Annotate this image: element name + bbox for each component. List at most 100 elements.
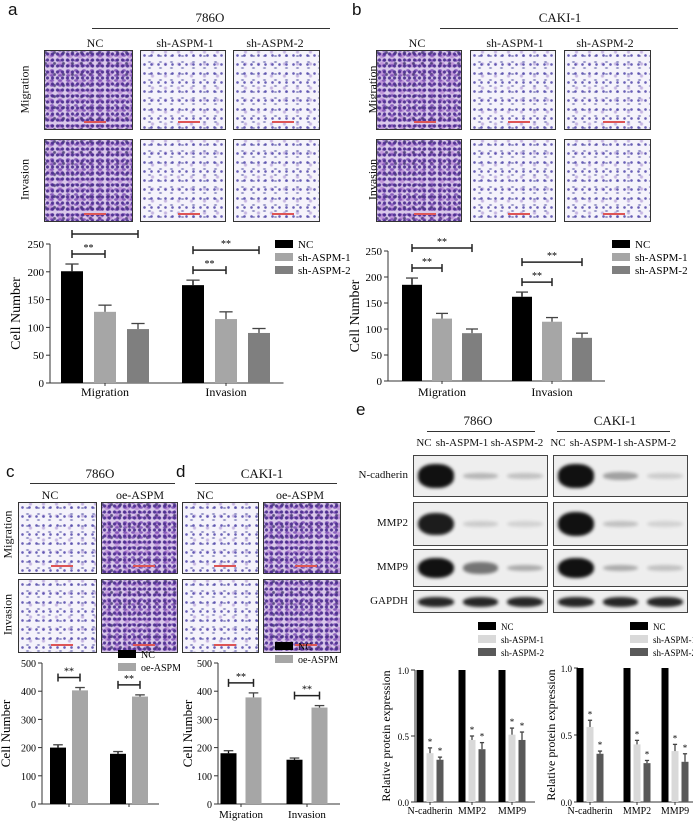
blot-lane [414, 456, 458, 496]
significance-star: * [470, 725, 475, 735]
y-tick-label: 500 [21, 659, 36, 670]
y-tick-label: 0.5 [561, 731, 573, 741]
panel-label-d: d [176, 462, 186, 481]
panel-b-cell-line: CAKI-1 [538, 10, 582, 25]
micrograph-d-invasion-oe [263, 579, 341, 653]
y-tick-label: 50 [33, 350, 45, 362]
legend-swatch [118, 650, 136, 658]
significance-label: ** [124, 674, 134, 685]
bar-sh-aspm-1-1 [633, 744, 641, 802]
bar-sh-aspm-2-0 [462, 333, 482, 381]
bar-sh-aspm-1-1 [215, 319, 237, 383]
micrograph-c-migration-oe [101, 502, 178, 574]
blot-lane [554, 550, 598, 586]
x-tick-label: Invasion [531, 385, 572, 399]
protein-band [602, 521, 639, 527]
blot-label: N-cadherin [358, 469, 408, 481]
micrograph-d-invasion-nc [182, 579, 259, 653]
x-tick-label: Migration [418, 385, 466, 399]
bar-oe-aspm-1 [311, 707, 328, 804]
legend-label: sh-ASPM-1 [298, 252, 350, 264]
x-tick-label: MMP9 [498, 806, 526, 817]
bar-sh-aspm-1-0 [586, 726, 594, 802]
protein-band [418, 596, 454, 607]
y-tick-label: 500 [197, 659, 212, 670]
col-header: NC [408, 36, 426, 50]
protein-band [558, 511, 594, 537]
col-header: sh-ASPM-1 [569, 437, 623, 449]
micrograph-a-invasion-nc [44, 139, 133, 222]
micrograph-b-migration-sh1 [470, 50, 556, 130]
panel-c-cell-line: 786O [85, 466, 115, 481]
significance-star: * [683, 743, 688, 753]
y-tick-label: 400 [197, 687, 212, 698]
blot-lane [414, 550, 458, 586]
y-tick-label: 300 [21, 715, 36, 726]
blot-lane [598, 503, 642, 545]
col-header: sh-ASPM-2 [246, 36, 304, 50]
micrograph-a-migration-nc [44, 50, 133, 130]
western-blot-gapdh-1 [553, 590, 688, 613]
y-tick-label: 0 [31, 800, 36, 811]
protein-band [507, 596, 543, 607]
bar-sh-aspm-1-2 [671, 751, 679, 802]
y-tick-label: 100 [366, 324, 383, 336]
micrograph-d-migration-nc [182, 502, 259, 574]
legend-label: oe-ASPM [298, 655, 338, 666]
bar-sh-aspm-2-1 [478, 749, 486, 802]
blot-lane [458, 456, 502, 496]
panel-label-e: e [356, 400, 366, 419]
chart-a: 0 50 100 150 200 250 Cell Number Migration Invas… [9, 228, 350, 399]
y-tick-label: 100 [21, 772, 36, 783]
divider [30, 483, 175, 484]
protein-band [602, 564, 639, 572]
bar-oe-aspm-1 [132, 696, 148, 804]
y-axis-label: Relative protein expression [545, 669, 558, 800]
blot-lane [458, 591, 502, 612]
legend-swatch [630, 648, 648, 656]
bar-nc-0 [220, 753, 237, 804]
significance-star: * [598, 740, 603, 750]
significance-star: * [510, 717, 515, 727]
bar-sh-aspm-1-1 [542, 321, 562, 381]
protein-band [558, 557, 594, 579]
col-header: NC [550, 437, 566, 449]
bar-nc-0 [402, 284, 422, 381]
blot-lane [643, 591, 687, 612]
micrograph-b-migration-nc [376, 50, 462, 130]
micrograph-b-migration-sh2 [564, 50, 651, 130]
legend-label: NC [501, 622, 514, 632]
panel-label-c: c [6, 462, 15, 481]
significance-star: * [588, 709, 593, 719]
bar-nc-0 [61, 271, 83, 383]
bar-nc-1 [286, 759, 303, 804]
protein-band [507, 473, 543, 479]
y-axis-label: Cell Number [9, 277, 24, 350]
micrograph-b-invasion-sh2 [564, 139, 651, 222]
micrograph-a-invasion-sh1 [140, 139, 226, 222]
significance-label: ** [84, 243, 94, 254]
chart-b: 0 50 100 150 200 250 Cell Number Migration Invas… [348, 237, 688, 399]
col-header: sh-ASPM-1 [435, 437, 489, 449]
blot-lane [414, 591, 458, 612]
blot-lane [643, 456, 687, 496]
blot-label: MMP9 [376, 561, 408, 573]
protein-band [647, 521, 683, 527]
significance-label: ** [532, 271, 542, 282]
blot-lane [503, 591, 547, 612]
panel-label-b: b [352, 0, 362, 19]
protein-band [418, 512, 454, 536]
bar-sh-aspm-1-0 [432, 318, 452, 381]
blot-lane [503, 503, 547, 545]
legend-swatch [275, 266, 293, 274]
row-label: Migration [0, 510, 15, 559]
y-tick-label: 0.5 [398, 732, 410, 742]
protein-band [507, 564, 543, 572]
bar-nc-2 [661, 668, 669, 802]
protein-band [558, 464, 594, 488]
legend-swatch [275, 655, 293, 663]
blot-lane [554, 591, 598, 612]
legend-label: sh-ASPM-1 [635, 252, 688, 264]
bar-sh-aspm-2-1 [643, 763, 651, 802]
